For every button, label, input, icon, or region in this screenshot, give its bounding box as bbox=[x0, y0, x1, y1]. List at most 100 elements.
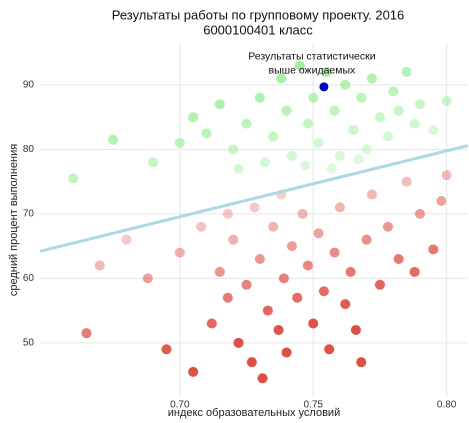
y-axis-title: средний процент выполнения bbox=[8, 144, 20, 296]
point bbox=[340, 79, 351, 90]
point bbox=[401, 67, 412, 78]
point bbox=[81, 328, 92, 339]
point bbox=[329, 105, 340, 116]
point bbox=[281, 105, 292, 116]
point bbox=[340, 299, 351, 310]
point bbox=[108, 134, 119, 145]
point bbox=[302, 260, 313, 271]
point bbox=[233, 337, 244, 348]
point bbox=[148, 157, 159, 168]
point bbox=[366, 189, 377, 200]
point bbox=[206, 318, 217, 329]
point bbox=[436, 195, 447, 206]
point bbox=[326, 163, 337, 174]
point bbox=[254, 92, 265, 103]
point bbox=[313, 137, 324, 148]
point bbox=[348, 125, 359, 136]
point bbox=[414, 99, 425, 110]
point bbox=[268, 221, 279, 232]
point bbox=[241, 279, 252, 290]
point bbox=[308, 318, 319, 329]
point bbox=[268, 131, 279, 142]
chart-title: Результаты работы по групповому проекту.… bbox=[112, 7, 405, 22]
point bbox=[276, 73, 287, 84]
point bbox=[441, 170, 452, 181]
point bbox=[321, 67, 332, 78]
point bbox=[366, 73, 377, 84]
point bbox=[374, 112, 385, 123]
point bbox=[350, 324, 361, 335]
point bbox=[188, 112, 199, 123]
point bbox=[393, 105, 404, 116]
point bbox=[308, 92, 319, 103]
point bbox=[428, 125, 439, 136]
point bbox=[201, 128, 212, 139]
point bbox=[260, 157, 271, 168]
point bbox=[414, 208, 425, 219]
point bbox=[233, 163, 244, 174]
y-tick-label: 80 bbox=[23, 144, 35, 155]
y-tick-label: 50 bbox=[23, 337, 35, 348]
point bbox=[382, 131, 393, 142]
y-tick-label: 90 bbox=[23, 80, 35, 91]
point bbox=[142, 273, 153, 284]
point bbox=[222, 208, 233, 219]
point bbox=[388, 86, 399, 97]
point bbox=[382, 221, 393, 232]
point bbox=[361, 234, 372, 245]
x-tick-label: 0.80 bbox=[437, 400, 457, 411]
point bbox=[329, 247, 340, 258]
point bbox=[249, 202, 260, 213]
point bbox=[262, 305, 273, 316]
point bbox=[228, 234, 239, 245]
point bbox=[393, 254, 404, 265]
point bbox=[334, 202, 345, 213]
point bbox=[401, 176, 412, 187]
point bbox=[121, 234, 132, 245]
point bbox=[161, 344, 172, 355]
point bbox=[222, 292, 233, 303]
point bbox=[196, 221, 207, 232]
chart-subtitle: 6000100401 класс bbox=[203, 22, 313, 37]
point bbox=[334, 150, 345, 161]
x-axis-title: индекс образовательных условий bbox=[168, 407, 340, 419]
annotation: Результаты статистически bbox=[248, 51, 376, 63]
point bbox=[356, 92, 367, 103]
point bbox=[345, 266, 356, 277]
point bbox=[300, 160, 311, 171]
point bbox=[286, 241, 297, 252]
point bbox=[441, 96, 452, 107]
x-tick-label: 0.75 bbox=[304, 400, 324, 411]
point bbox=[174, 137, 185, 148]
point bbox=[281, 347, 292, 358]
point bbox=[241, 118, 252, 129]
point bbox=[254, 254, 265, 265]
point bbox=[297, 208, 308, 219]
trend-line bbox=[39, 144, 469, 253]
point bbox=[94, 260, 105, 271]
point bbox=[324, 344, 335, 355]
point bbox=[294, 60, 305, 71]
point bbox=[286, 150, 297, 161]
point bbox=[409, 118, 420, 129]
point bbox=[292, 292, 303, 303]
point bbox=[302, 118, 313, 129]
point bbox=[361, 144, 372, 155]
highlight-point bbox=[319, 82, 329, 92]
point bbox=[68, 173, 79, 184]
point bbox=[409, 266, 420, 277]
y-tick-label: 70 bbox=[23, 209, 35, 220]
point bbox=[374, 279, 385, 290]
point bbox=[353, 154, 364, 165]
point bbox=[188, 366, 199, 377]
annotation: выше ожидаемых bbox=[269, 65, 356, 77]
point bbox=[356, 357, 367, 368]
point bbox=[278, 273, 289, 284]
point bbox=[313, 228, 324, 239]
point bbox=[273, 324, 284, 335]
point bbox=[257, 373, 268, 384]
point bbox=[428, 244, 439, 255]
point bbox=[246, 357, 257, 368]
point bbox=[214, 266, 225, 277]
